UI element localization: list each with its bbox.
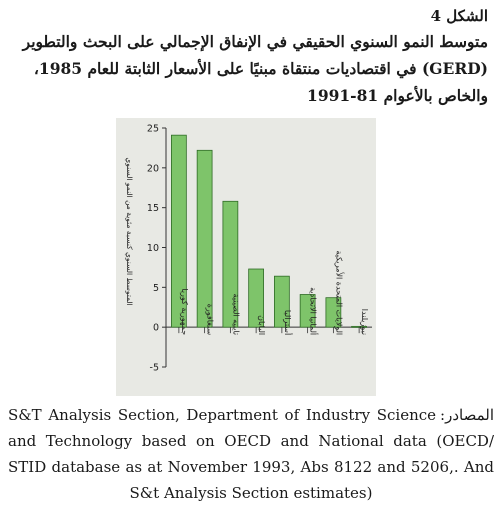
bar: [325, 297, 342, 328]
y-tick-label: 5: [153, 283, 159, 294]
source-label: المصادر:: [440, 406, 494, 424]
figure-heading: الشكل 4 متوسط النمو السنوي الحقيقي في ال…: [12, 6, 488, 109]
figure-title-line: والخاص بالأعوام 81-1991: [307, 86, 488, 105]
chart-panel: -5 0 5 10 15 20 25 المتوسط السنوي كنسبة مئوية م…: [116, 118, 376, 396]
bar: [248, 268, 264, 328]
x-tick-label: جمهورية كوريا: [180, 288, 189, 335]
y-tick-label: 10: [147, 243, 159, 254]
x-tick-label: اليابان: [257, 315, 266, 335]
x-tick-label: سنغافورة: [206, 304, 215, 336]
y-tick-label: 20: [147, 163, 159, 174]
y-tick-label: 15: [147, 203, 159, 214]
y-axis-title: المتوسط السنوي كنسبة مئوية من النمو السن…: [125, 157, 134, 305]
bar: [196, 149, 213, 328]
x-tick-label: أستراليا: [283, 310, 293, 335]
source-text: S&T Analysis Section, Department of Indu…: [8, 406, 494, 502]
y-tick-label: -5: [150, 363, 159, 374]
figure-title: متوسط النمو السنوي الحقيقي في الإنفاق ال…: [12, 28, 488, 109]
bar: [299, 294, 316, 328]
x-tick-label: تايبيه الصينية: [231, 293, 240, 335]
source-note: المصادر: S&T Analysis Section, Department…: [8, 402, 494, 506]
y-tick-label: 0: [153, 323, 159, 334]
x-tick-label: الولايات المتحدة الأمريكية: [334, 250, 344, 335]
figure-number: الشكل 4: [430, 7, 488, 25]
y-tick-label: 25: [147, 124, 159, 135]
bar: [274, 275, 290, 328]
x-tick-label: نيوزيلندا: [360, 309, 369, 335]
figure-title-line: متوسط النمو السنوي الحقيقي في الإنفاق ال…: [22, 32, 488, 51]
x-tick-label: ألمانيا الاتحادية: [309, 287, 319, 335]
bar-chart: -5 0 5 10 15 20 25 المتوسط السنوي كنسبة مئوية م…: [125, 124, 372, 374]
figure-title-line: (GERD) في اقتصاديات منتقاة مبنيًا على ال…: [33, 59, 488, 78]
